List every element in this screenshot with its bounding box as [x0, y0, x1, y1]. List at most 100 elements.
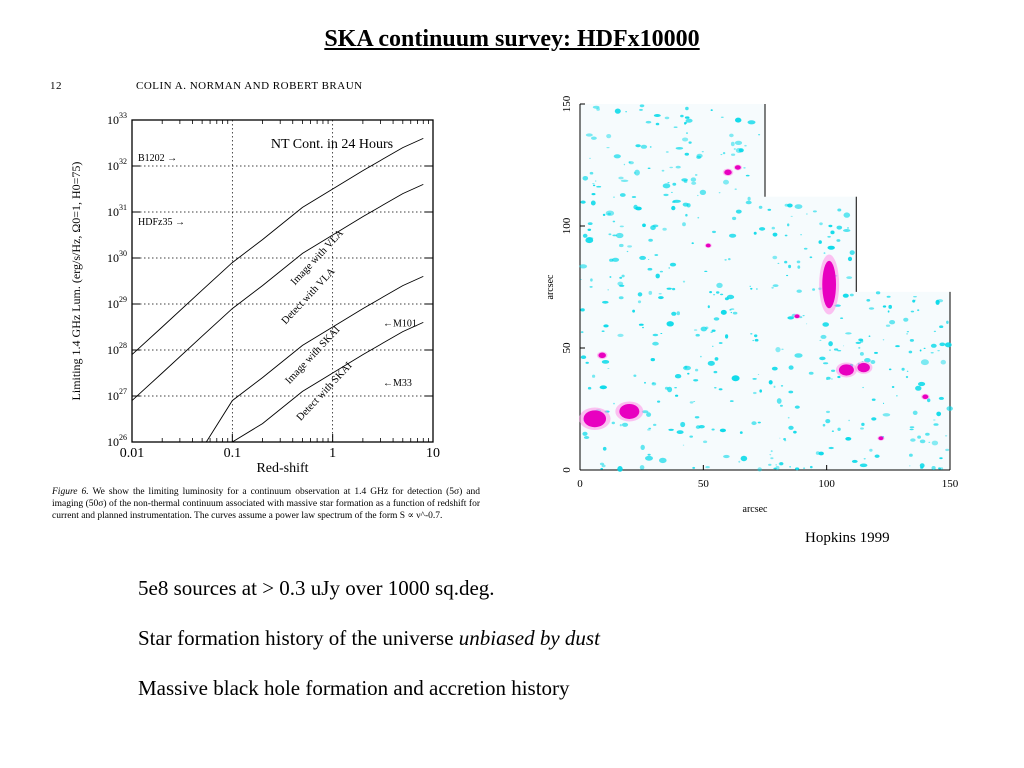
faint-source: [601, 330, 605, 333]
faint-source: [660, 333, 663, 334]
faint-source: [931, 440, 939, 446]
faint-source: [866, 299, 871, 302]
faint-source: [669, 262, 677, 267]
faint-source: [940, 359, 946, 365]
bullet-2: Star formation history of the universe u…: [138, 626, 600, 650]
faint-source: [906, 370, 909, 372]
faint-source: [712, 230, 716, 234]
faint-source: [789, 466, 791, 468]
faint-source: [812, 288, 816, 291]
faint-source: [787, 223, 790, 227]
faint-source: [659, 270, 663, 273]
faint-source: [682, 202, 689, 207]
faint-source: [790, 215, 793, 217]
faint-source: [730, 311, 732, 314]
faint-source: [653, 114, 661, 117]
faint-source: [652, 224, 659, 228]
faint-source: [601, 464, 606, 468]
faint-source: [698, 425, 705, 429]
faint-source: [655, 273, 660, 279]
faint-source: [933, 330, 937, 333]
faint-source: [888, 368, 892, 371]
faint-source: [592, 184, 596, 187]
faint-source: [647, 259, 650, 260]
faint-source: [730, 308, 735, 310]
faint-source: [645, 455, 653, 461]
faint-source: [710, 331, 713, 333]
faint-source: [675, 394, 679, 397]
faint-source: [685, 118, 693, 123]
faint-source: [843, 212, 851, 218]
faint-source: [661, 169, 665, 172]
faint-source: [910, 438, 916, 442]
faint-source: [608, 233, 612, 236]
faint-source: [849, 293, 854, 297]
bright-source: [583, 410, 607, 428]
faint-source: [822, 423, 826, 427]
faint-source: [919, 439, 926, 444]
faint-source: [770, 450, 773, 453]
faint-source: [909, 453, 913, 457]
faint-source: [614, 108, 621, 114]
faint-source: [590, 278, 593, 282]
y-tick-label: 1029: [107, 295, 127, 311]
faint-source: [888, 304, 892, 309]
faint-source: [818, 240, 822, 244]
faint-source: [592, 374, 596, 378]
faint-source: [827, 235, 831, 238]
faint-source: [806, 213, 808, 215]
y-tick-label: 1030: [107, 249, 127, 265]
map-y-tick-label: 100: [561, 217, 573, 234]
faint-source: [671, 311, 677, 316]
faint-source: [685, 213, 688, 217]
faint-source: [770, 457, 774, 460]
faint-source: [687, 372, 690, 375]
bright-source: [794, 314, 800, 319]
faint-source: [700, 355, 702, 358]
faint-source: [642, 326, 644, 329]
faint-source: [634, 169, 640, 176]
faint-source: [861, 422, 865, 426]
faint-source: [589, 286, 593, 288]
faint-source: [694, 174, 698, 176]
faint-source: [794, 353, 803, 358]
faint-source: [676, 311, 680, 316]
bright-source: [822, 260, 837, 309]
faint-source: [676, 430, 684, 434]
y-axis-label: Limiting 1.4 GHz Lum. (erg/s/Hz, Ω0=1, H…: [69, 162, 83, 401]
faint-source: [757, 467, 762, 472]
faint-source: [700, 326, 707, 332]
faint-source: [750, 333, 753, 335]
faint-source: [735, 148, 743, 153]
faint-source: [794, 204, 803, 210]
faint-source: [795, 467, 800, 471]
faint-source: [757, 421, 761, 424]
faint-source: [611, 421, 615, 425]
faint-source: [749, 285, 751, 287]
faint-source: [590, 200, 596, 206]
faint-source: [784, 440, 787, 442]
faint-source: [647, 167, 651, 169]
faint-source: [619, 276, 623, 279]
faint-source: [693, 379, 699, 382]
faint-source: [683, 365, 691, 371]
faint-source: [732, 216, 737, 221]
faint-source: [826, 376, 831, 380]
faint-source: [653, 423, 657, 426]
faint-source: [882, 305, 887, 308]
faint-source: [917, 309, 920, 312]
faint-source: [820, 334, 827, 339]
faint-source: [752, 378, 757, 380]
slide-title: SKA continuum survey: HDFx10000: [324, 26, 700, 52]
faint-source: [650, 358, 655, 362]
faint-source: [936, 411, 942, 417]
faint-source: [747, 196, 751, 201]
faint-source: [909, 426, 915, 429]
faint-source: [887, 310, 890, 313]
bright-source: [705, 243, 711, 248]
faint-source: [609, 276, 612, 278]
faint-source: [724, 259, 727, 261]
faint-source: [615, 232, 624, 239]
faint-source: [682, 137, 689, 142]
faint-source: [718, 192, 721, 194]
